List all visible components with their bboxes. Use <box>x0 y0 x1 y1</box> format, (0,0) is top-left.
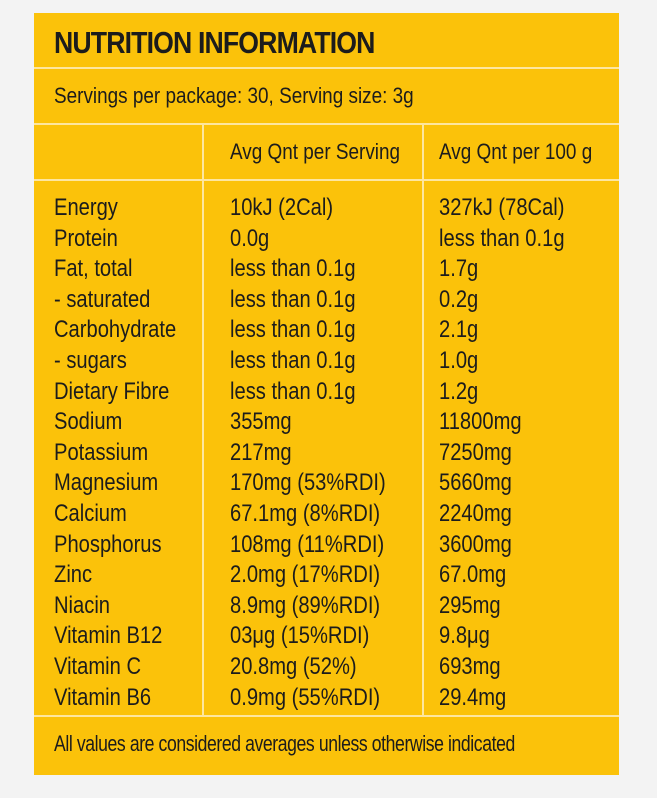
per-serving-value: 355mg <box>230 408 292 436</box>
nutrition-panel: NUTRITION INFORMATION Servings per packa… <box>34 13 619 775</box>
nutrient-row: Energy 10kJ (2Cal) 327kJ (78Cal) <box>34 193 619 223</box>
footer-note: All values are considered averages unles… <box>54 731 515 756</box>
per-100g-value: 11800mg <box>439 408 522 436</box>
per-100g-value: 9.8μg <box>439 622 490 650</box>
per-serving-value: 20.8mg (52%) <box>230 653 357 680</box>
nutrient-row: Sodium 355mg 11800mg <box>34 407 619 437</box>
per-100g-value: less than 0.1g <box>439 224 565 252</box>
per-serving-value: less than 0.1g <box>230 316 356 344</box>
nutrient-row: Magnesium 170mg (53%RDI) 5660mg <box>34 468 619 498</box>
nutrient-name: - saturated <box>54 285 151 313</box>
nutrient-name: Fat, total <box>54 255 133 283</box>
per-100g-value: 3600mg <box>439 530 512 558</box>
nutrient-name: Phosphorus <box>54 530 162 558</box>
nutrient-name: Niacin <box>54 591 111 619</box>
per-100g-value: 1.2g <box>439 377 479 405</box>
per-100g-value: 295mg <box>439 591 501 619</box>
column-divider-1 <box>202 125 204 715</box>
nutrient-row: Vitamin B6 0.9mg (55%RDI) 29.4mg <box>34 683 619 713</box>
nutrient-name: Vitamin B12 <box>54 622 163 650</box>
nutrient-name: Calcium <box>54 500 127 527</box>
nutrient-name: Dietary Fibre <box>54 377 170 405</box>
nutrient-row: - sugars less than 0.1g 1.0g <box>34 346 619 376</box>
nutrient-row: Vitamin B12 03μg (15%RDI) 9.8μg <box>34 621 619 651</box>
per-100g-value: 0.2g <box>439 285 479 313</box>
column-divider-2 <box>422 125 424 715</box>
nutrient-table-body: Energy 10kJ (2Cal) 327kJ (78Cal) Protein 0.0… <box>34 181 619 715</box>
per-100g-value: 29.4mg <box>439 683 507 711</box>
per-serving-value: 2.0mg (17%RDI) <box>230 561 381 589</box>
per-100g-value: 327kJ (78Cal) <box>439 194 565 221</box>
nutrient-name: Potassium <box>54 438 149 466</box>
nutrient-name: Sodium <box>54 408 123 436</box>
nutrient-row: Phosphorus 108mg (11%RDI) 3600mg <box>34 530 619 560</box>
per-100g-value: 7250mg <box>439 438 512 466</box>
nutrient-row: Niacin 8.9mg (89%RDI) 295mg <box>34 591 619 621</box>
nutrient-row: Calcium 67.1mg (8%RDI) 2240mg <box>34 499 619 529</box>
header-row: Avg Qnt per Serving Avg Qnt per 100 g <box>34 125 619 181</box>
nutrient-name: Energy <box>54 194 118 221</box>
per-serving-value: less than 0.1g <box>230 285 356 313</box>
per-100g-value: 1.7g <box>439 255 479 283</box>
per-serving-value: less than 0.1g <box>230 377 356 405</box>
per-serving-value: 217mg <box>230 438 292 466</box>
per-serving-value: 0.9mg (55%RDI) <box>230 683 381 711</box>
per-serving-value: less than 0.1g <box>230 255 356 283</box>
header-per-100g: Avg Qnt per 100 g <box>439 139 593 164</box>
title-row: NUTRITION INFORMATION <box>34 13 619 69</box>
nutrient-row: Zinc 2.0mg (17%RDI) 67.0mg <box>34 560 619 590</box>
nutrient-row: Protein 0.0g less than 0.1g <box>34 224 619 254</box>
per-100g-value: 67.0mg <box>439 561 507 589</box>
per-serving-value: 0.0g <box>230 224 270 252</box>
nutrient-row: - saturated less than 0.1g 0.2g <box>34 285 619 315</box>
per-100g-value: 1.0g <box>439 347 479 374</box>
per-serving-value: less than 0.1g <box>230 347 356 374</box>
per-100g-value: 2.1g <box>439 316 479 344</box>
nutrient-name: Magnesium <box>54 469 159 497</box>
nutrient-row: Dietary Fibre less than 0.1g 1.2g <box>34 377 619 407</box>
nutrient-name: Zinc <box>54 561 93 589</box>
header-per-serving: Avg Qnt per Serving <box>230 139 401 164</box>
nutrient-row: Potassium 217mg 7250mg <box>34 438 619 468</box>
nutrient-name: Vitamin C <box>54 653 142 680</box>
serving-info: Servings per package: 30, Serving size: … <box>54 83 414 108</box>
per-serving-value: 67.1mg (8%RDI) <box>230 500 381 527</box>
per-serving-value: 170mg (53%RDI) <box>230 469 386 497</box>
per-100g-value: 2240mg <box>439 500 512 527</box>
serving-row: Servings per package: 30, Serving size: … <box>34 69 619 125</box>
per-100g-value: 693mg <box>439 653 501 680</box>
footer-row: All values are considered averages unles… <box>34 715 619 777</box>
per-serving-value: 03μg (15%RDI) <box>230 622 370 650</box>
per-serving-value: 8.9mg (89%RDI) <box>230 591 381 619</box>
panel-title: NUTRITION INFORMATION <box>54 25 375 60</box>
nutrient-row: Carbohydrate less than 0.1g 2.1g <box>34 315 619 345</box>
nutrient-name: Vitamin B6 <box>54 683 152 711</box>
nutrient-name: Protein <box>54 224 118 252</box>
nutrient-name: Carbohydrate <box>54 316 177 344</box>
per-serving-value: 108mg (11%RDI) <box>230 530 385 558</box>
nutrient-row: Vitamin C 20.8mg (52%) 693mg <box>34 652 619 682</box>
nutrient-name: - sugars <box>54 347 127 374</box>
per-100g-value: 5660mg <box>439 469 512 497</box>
nutrient-row: Fat, total less than 0.1g 1.7g <box>34 254 619 284</box>
per-serving-value: 10kJ (2Cal) <box>230 194 334 221</box>
